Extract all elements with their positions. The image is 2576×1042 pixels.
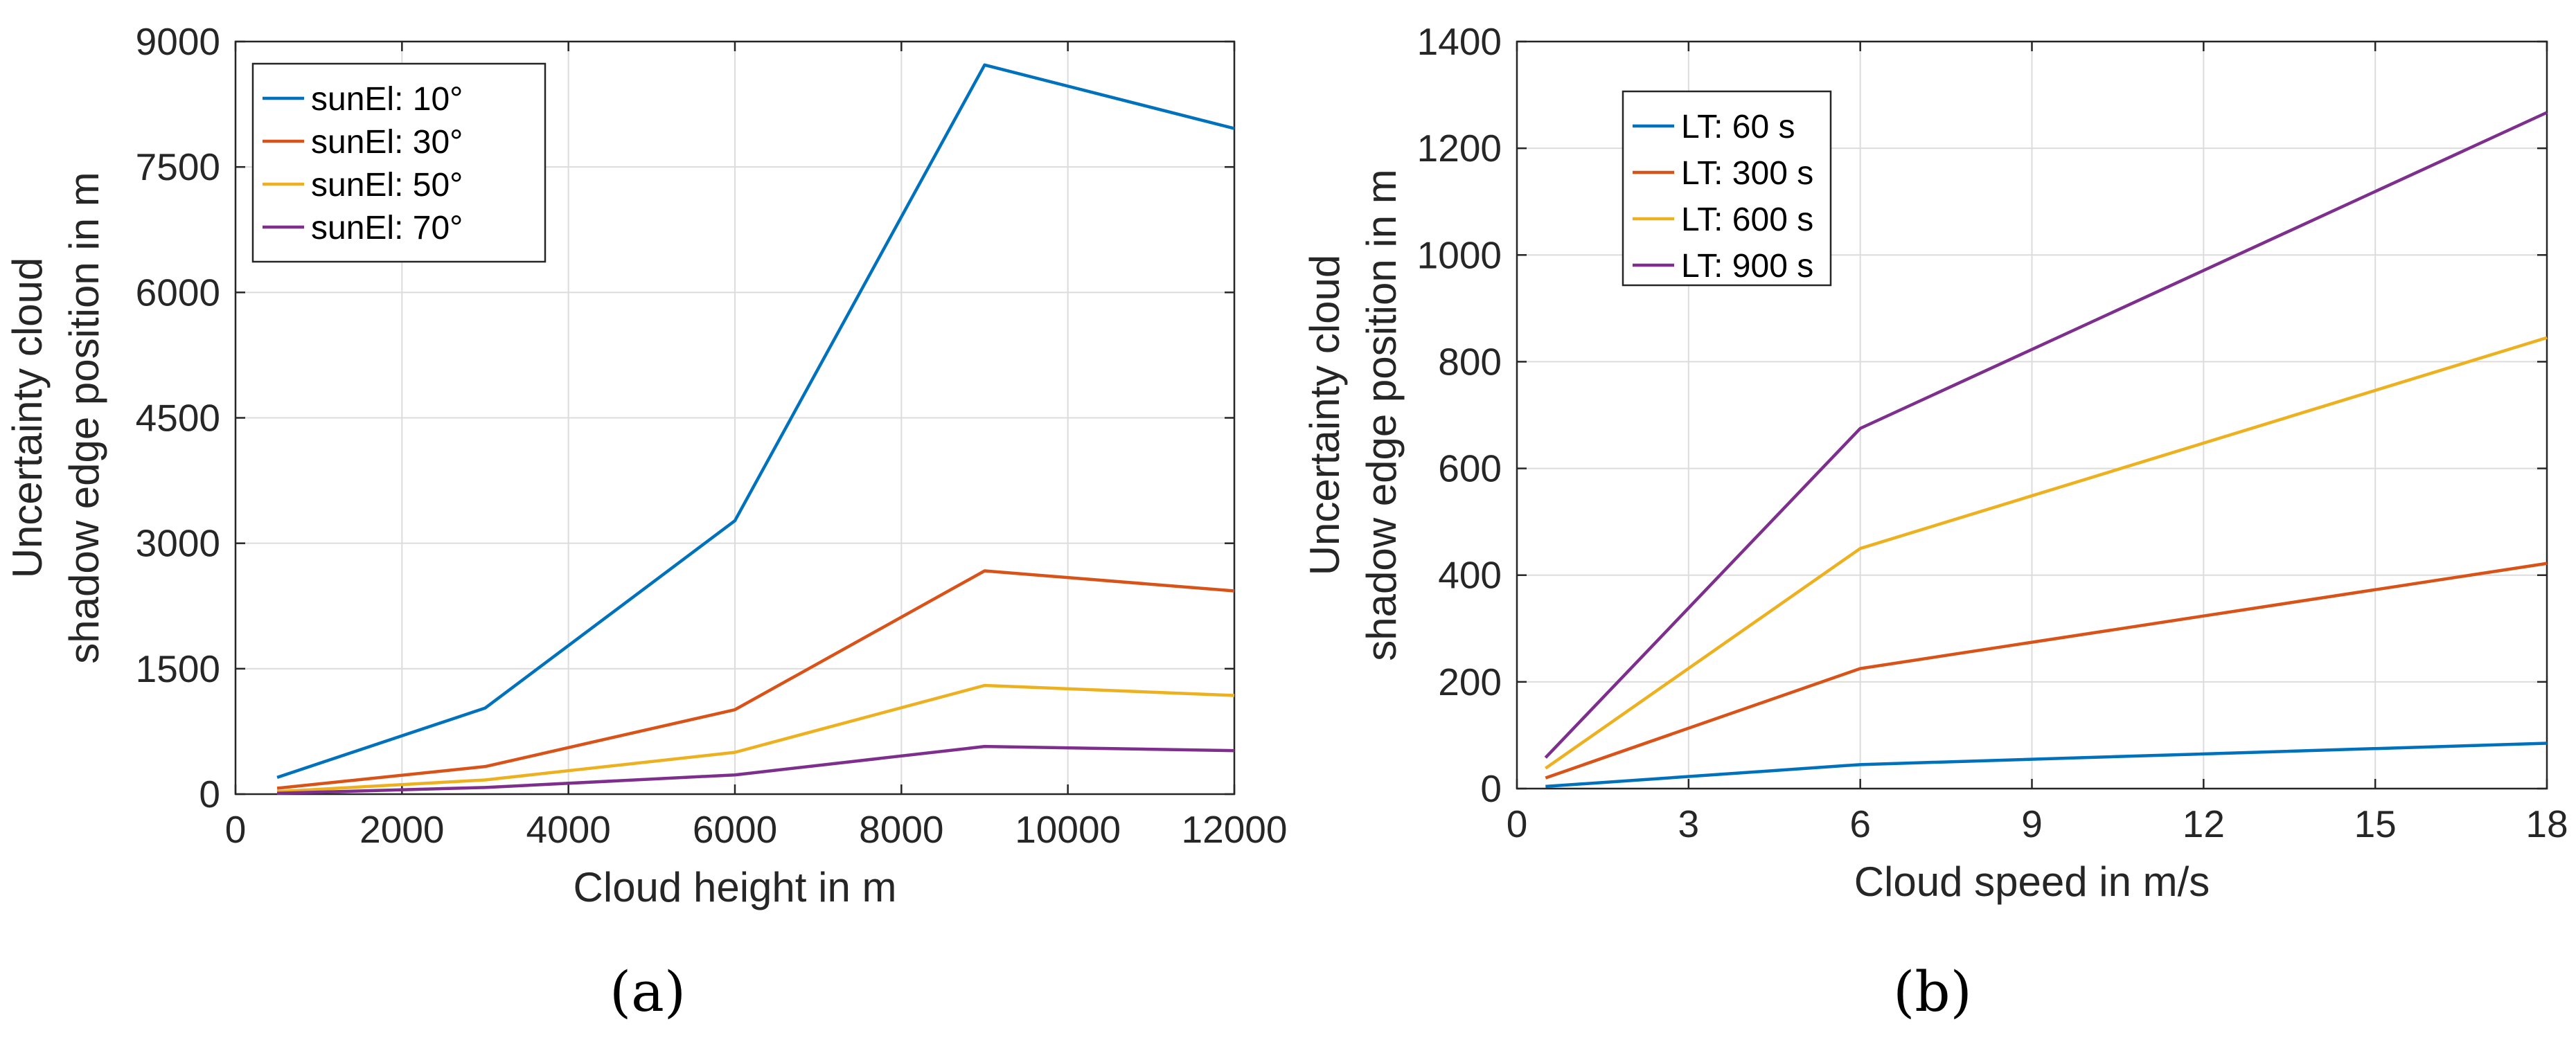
y-tick-label: 200 xyxy=(1438,661,1502,703)
legend-entry-label: LT: 300 s xyxy=(1681,155,1813,192)
x-tick-label: 0 xyxy=(225,808,247,851)
y-tick-label: 4500 xyxy=(136,397,220,440)
y-axis-label-line-2: shadow edge position in m xyxy=(1358,169,1405,661)
legend: LT: 60 s LT: 300 s LT: 600 s LT: 900 s xyxy=(1622,90,1832,287)
x-axis-label: Cloud height in m xyxy=(574,864,897,910)
legend-entry-label: LT: 60 s xyxy=(1681,109,1795,145)
y-tick-label: 9000 xyxy=(136,20,220,63)
y-tick-label: 600 xyxy=(1438,447,1502,490)
x-tick-label: 12 xyxy=(2183,802,2225,845)
x-tick-label: 0 xyxy=(1507,802,1528,845)
x-tick-label: 4000 xyxy=(526,808,610,851)
legend: sunEl: 10° sunEl: 30° sunEl: 50° sunEl: 70° xyxy=(251,62,547,263)
y-tick-label: 7500 xyxy=(136,145,220,188)
panel-caption: (b) xyxy=(1893,960,1972,1024)
legend-entry-label: sunEl: 50° xyxy=(311,167,463,204)
series-line-2 xyxy=(1545,562,2548,780)
series-line-1 xyxy=(1545,742,2548,789)
series-line-4 xyxy=(277,744,1235,796)
x-tick-label: 18 xyxy=(2525,802,2568,845)
x-tick-label: 6000 xyxy=(693,808,777,851)
y-tick-label: 1500 xyxy=(136,647,220,690)
y-tick-label: 800 xyxy=(1438,340,1502,383)
y-axis-label-line-1: Uncertainty cloud xyxy=(4,258,51,579)
legend-box xyxy=(1622,90,1832,287)
y-tick-label: 0 xyxy=(1480,767,1502,810)
y-tick-label: 6000 xyxy=(136,271,220,314)
y-axis-label-line-2: shadow edge position in m xyxy=(61,172,107,663)
legend-entry-label: sunEl: 10° xyxy=(311,81,463,118)
y-tick-label: 3000 xyxy=(136,522,220,565)
series-line-4 xyxy=(1544,111,2548,759)
legend-entry-label: LT: 600 s xyxy=(1681,201,1813,238)
legend-entry-label: sunEl: 70° xyxy=(311,210,463,246)
y-axis-label-line-1: Uncertainty cloud xyxy=(1302,255,1348,576)
legend-entry-label: sunEl: 30° xyxy=(311,124,463,161)
series-line-3 xyxy=(1545,336,2548,770)
y-tick-label: 1000 xyxy=(1417,233,1502,276)
x-tick-label: 10000 xyxy=(1015,808,1121,851)
y-tick-label: 1200 xyxy=(1417,127,1502,170)
legend-box xyxy=(251,62,547,263)
y-tick-label: 0 xyxy=(199,773,220,816)
series-line-2 xyxy=(276,569,1235,790)
x-axis-label: Cloud speed in m/s xyxy=(1854,859,2210,905)
x-tick-label: 6 xyxy=(1849,802,1871,845)
series-line-1 xyxy=(276,63,1235,779)
legend-entry-label: LT: 900 s xyxy=(1681,248,1813,285)
x-tick-label: 2000 xyxy=(359,808,444,851)
x-tick-label: 8000 xyxy=(859,808,943,851)
x-tick-label: 12000 xyxy=(1182,808,1288,851)
chart-panel-1: 0 2000 4000 6000 8000 10000 12000 0 1500 3000 4500… xyxy=(4,20,1287,1024)
y-tick-label: 1400 xyxy=(1417,20,1502,63)
series-line-3 xyxy=(276,683,1235,793)
chart-panel-2: 0 3 6 9 12 15 18 0 200 400 600 800 1000 1200 1400 Cloud… xyxy=(1302,20,2568,1024)
x-tick-label: 9 xyxy=(2021,802,2043,845)
x-tick-label: 15 xyxy=(2354,802,2397,845)
y-tick-label: 400 xyxy=(1438,554,1502,597)
x-tick-label: 3 xyxy=(1678,802,1700,845)
panel-caption: (a) xyxy=(610,960,686,1024)
